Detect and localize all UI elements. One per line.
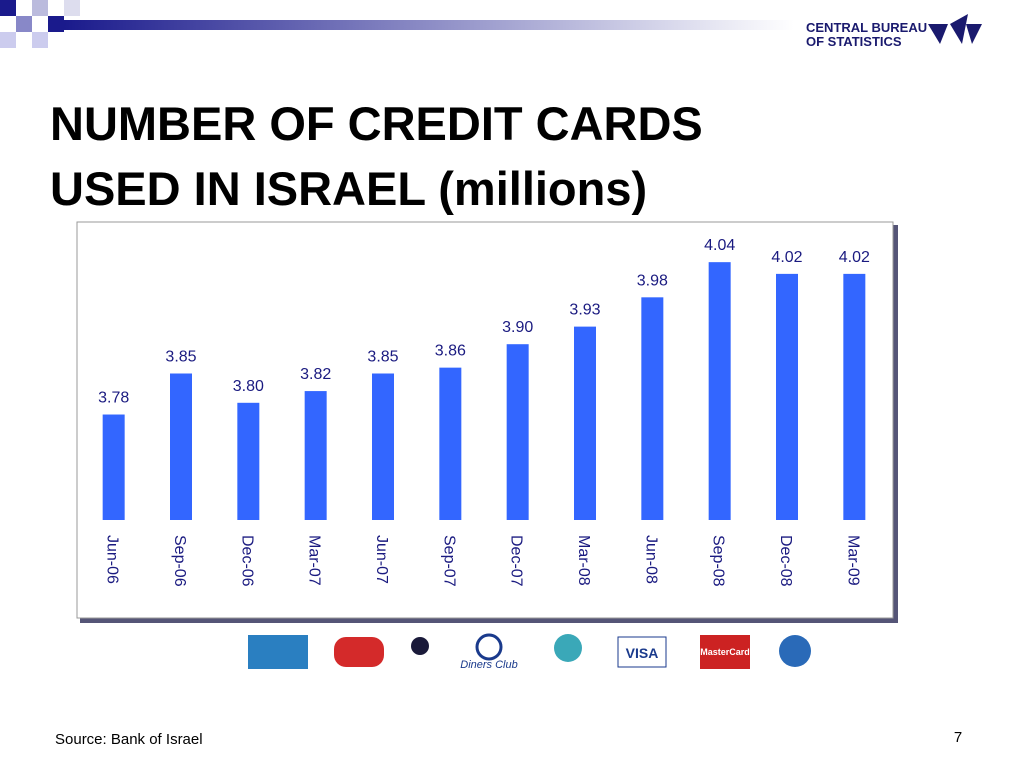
title: USED IN ISRAEL (millions) xyxy=(50,162,647,215)
x-tick-label: Mar-07 xyxy=(306,535,323,586)
value-label: 3.86 xyxy=(435,343,466,360)
x-tick-label: Mar-08 xyxy=(575,535,592,586)
title: NUMBER OF CREDIT CARDS xyxy=(50,97,703,150)
x-tick-label: Sep-06 xyxy=(171,535,188,587)
x-tick-label: Jun-07 xyxy=(373,535,390,584)
x-tick-label: Sep-08 xyxy=(710,535,727,587)
bar xyxy=(776,273,798,520)
source: Source: Bank of Israel xyxy=(55,731,203,748)
bar xyxy=(641,297,664,520)
card-logos: Diners Club VISA MasterCard xyxy=(248,633,811,671)
org-name: OF STATISTICS xyxy=(806,34,902,49)
value-label: 3.78 xyxy=(98,390,129,407)
value-label: 4.02 xyxy=(839,249,870,266)
logo-text: VISA xyxy=(626,645,659,661)
x-tick-label: Dec-06 xyxy=(238,535,255,587)
x-tick-label: Dec-08 xyxy=(777,535,794,587)
bar xyxy=(843,273,866,520)
chart-frame xyxy=(76,221,898,623)
bar xyxy=(506,344,529,520)
x-tick-label: Sep-07 xyxy=(440,535,457,587)
bar xyxy=(304,391,327,520)
org-name: CENTRAL BUREAU xyxy=(806,20,927,35)
value-label: 3.98 xyxy=(637,272,668,289)
x-tick-label: Dec-07 xyxy=(508,535,525,587)
value-label: 3.93 xyxy=(569,302,600,319)
value-label: 3.90 xyxy=(502,319,533,336)
cbs-logo: CENTRAL BUREAU OF STATISTICS xyxy=(806,14,982,49)
value-label: 3.85 xyxy=(367,349,398,366)
value-label: 3.82 xyxy=(300,366,331,383)
bar xyxy=(574,326,596,520)
plot: 3.78 Jun-06 3.85 Sep-06 3.80 Dec-06 3.82 Mar-07… xyxy=(98,237,870,587)
page-number: 7 xyxy=(954,729,962,746)
x-tick-label: Jun-06 xyxy=(104,535,121,584)
bar xyxy=(439,367,462,520)
x-tick-label: Jun-08 xyxy=(642,535,659,584)
bar xyxy=(372,373,394,520)
bar xyxy=(170,373,192,520)
logo-text: MasterCard xyxy=(700,647,750,657)
bar xyxy=(708,262,731,520)
value-label: 3.80 xyxy=(233,378,264,395)
value-label: 4.04 xyxy=(704,237,735,254)
decoration xyxy=(0,0,794,48)
bar xyxy=(237,402,260,520)
value-label: 3.85 xyxy=(165,349,196,366)
value-label: 4.02 xyxy=(771,249,802,266)
x-tick-label: Mar-09 xyxy=(844,535,861,586)
logo-text: Diners Club xyxy=(460,659,517,671)
bar xyxy=(102,414,125,520)
